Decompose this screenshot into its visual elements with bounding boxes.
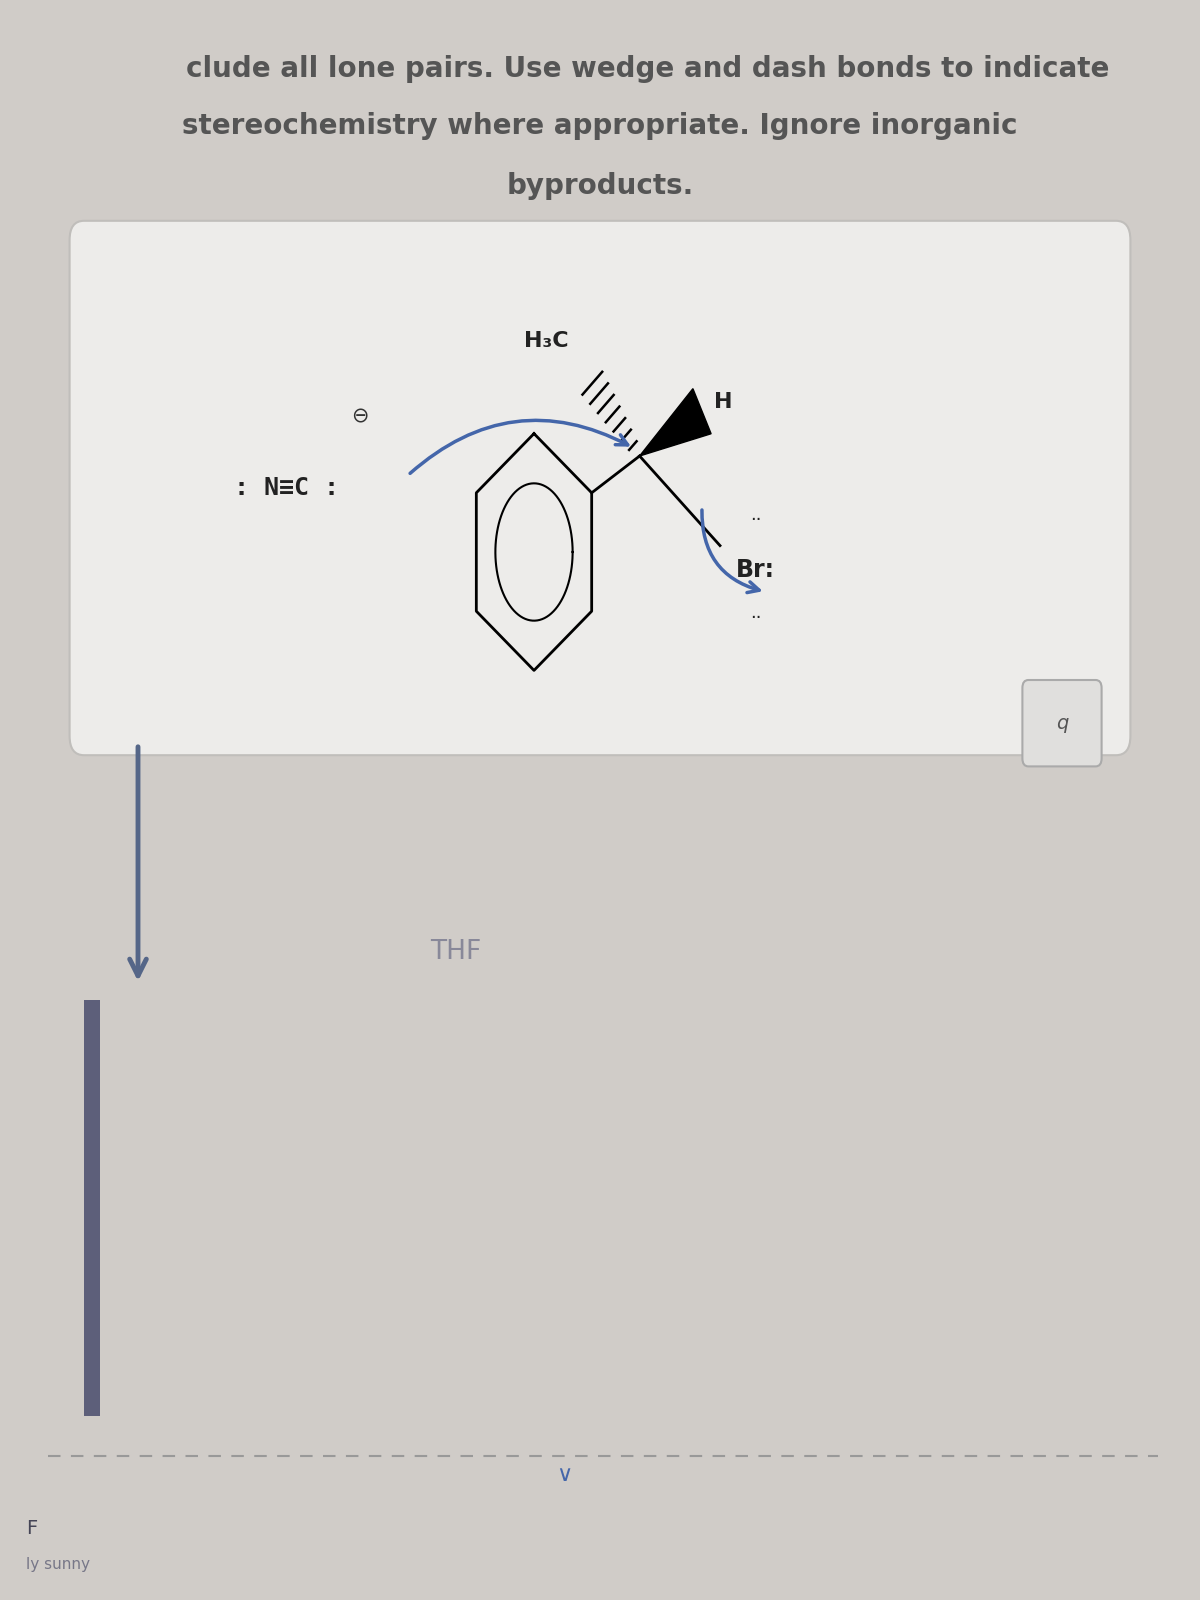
- Text: ··: ··: [750, 608, 762, 627]
- Text: clude all lone pairs. Use wedge and dash bonds to indicate: clude all lone pairs. Use wedge and dash…: [186, 54, 1110, 83]
- Text: : N≡C :: : N≡C :: [234, 477, 340, 499]
- Text: H: H: [714, 392, 733, 411]
- Text: ⊖: ⊖: [352, 406, 368, 426]
- FancyArrowPatch shape: [410, 421, 628, 474]
- Text: Br:: Br:: [736, 557, 775, 581]
- Text: F: F: [26, 1518, 37, 1538]
- Bar: [84, 1000, 100, 1416]
- Text: byproducts.: byproducts.: [506, 171, 694, 200]
- Text: H₃C: H₃C: [523, 331, 569, 350]
- Polygon shape: [640, 389, 712, 456]
- FancyBboxPatch shape: [1022, 680, 1102, 766]
- Text: ··: ··: [750, 510, 762, 530]
- Text: stereochemistry where appropriate. Ignore inorganic: stereochemistry where appropriate. Ignor…: [182, 112, 1018, 141]
- Text: q: q: [1056, 714, 1068, 733]
- FancyBboxPatch shape: [70, 221, 1130, 755]
- FancyArrowPatch shape: [702, 510, 760, 592]
- Text: ∨: ∨: [556, 1466, 572, 1485]
- Text: THF: THF: [431, 939, 481, 965]
- Text: ly sunny: ly sunny: [26, 1557, 90, 1573]
